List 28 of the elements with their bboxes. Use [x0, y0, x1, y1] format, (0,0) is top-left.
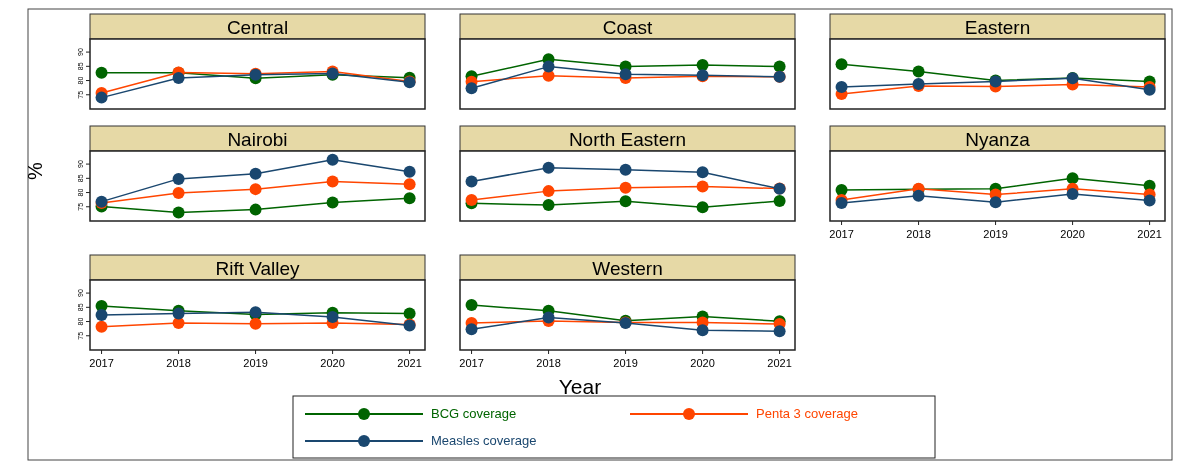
chart-title: North Eastern: [568, 128, 687, 150]
x-tick-label: 2019: [983, 228, 1008, 240]
x-tick-label: 2020: [1060, 228, 1085, 240]
text: BCG coverage: [431, 406, 517, 421]
x-tick-label: 2021: [1137, 228, 1162, 240]
y-axis-title: %: [24, 161, 46, 180]
chart-title: Nyanza: [965, 128, 1031, 150]
x-tick-label: 2017: [459, 357, 484, 369]
x-tick-label: 2018: [536, 357, 561, 369]
x-tick-label: 2021: [397, 357, 422, 369]
x-tick-label: 2019: [243, 357, 268, 369]
chart-title: Nairobi: [227, 128, 288, 150]
x-tick-label: 2017: [829, 228, 854, 240]
chart-title: Coast: [602, 16, 654, 38]
x-tick-label: 2017: [89, 357, 114, 369]
x-tick-label: 2020: [320, 357, 345, 369]
chart-title: Eastern: [964, 16, 1031, 38]
x-tick-label: 2019: [613, 357, 638, 369]
x-tick-label: 2018: [906, 228, 931, 240]
text: Measles coverage: [431, 433, 537, 448]
text: Penta 3 coverage: [756, 406, 858, 421]
chart-title: Central: [226, 16, 289, 38]
x-tick-label: 2021: [767, 357, 792, 369]
chart-title: Rift Valley: [215, 257, 301, 279]
chart-title: Western: [592, 257, 663, 279]
x-tick-label: 2018: [166, 357, 191, 369]
x-tick-label: 2020: [690, 357, 715, 369]
x-axis-title: Year: [558, 375, 602, 398]
